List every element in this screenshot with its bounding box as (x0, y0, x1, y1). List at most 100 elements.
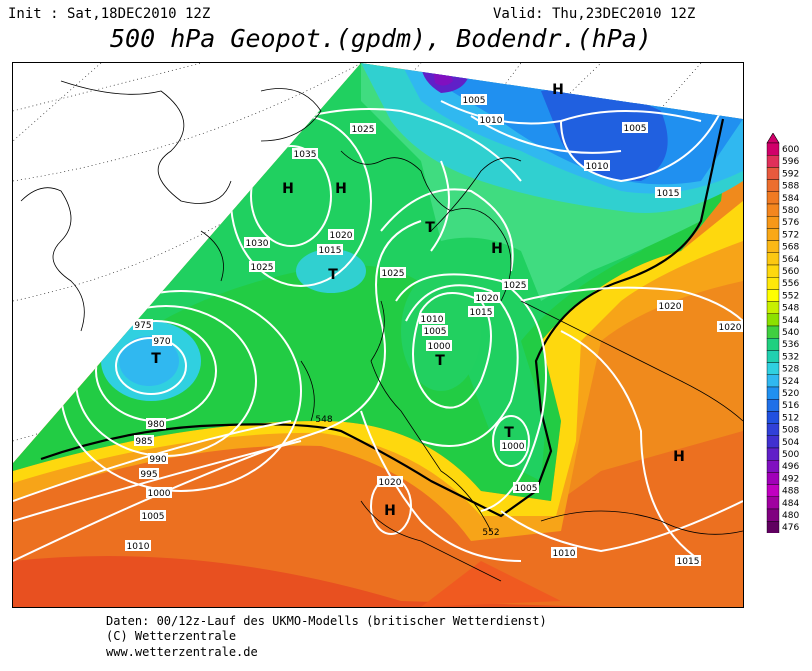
scale-label: 528 (782, 365, 799, 375)
isobar-label: 1015 (319, 246, 342, 256)
pressure-centers: H H H H H H T T T T T (151, 82, 685, 519)
isobar-label: 1020 (476, 294, 499, 304)
scale-label: 508 (782, 426, 799, 436)
isobar-label-bg (244, 237, 270, 248)
scale-label: 536 (782, 340, 799, 350)
scale-label: 488 (782, 487, 799, 497)
scale-label: 516 (782, 401, 799, 411)
scale-label: 480 (782, 511, 799, 521)
high-pressure-label: H (384, 503, 396, 519)
scale-label: 600 (782, 145, 799, 155)
isobar-label: 1005 (142, 512, 165, 522)
isobar-label: 1020 (719, 323, 742, 333)
scale-swatch (766, 399, 780, 412)
isobar-label: 1000 (148, 489, 171, 499)
contour-552 (40, 118, 725, 518)
scale-swatch (766, 508, 780, 522)
isobar-label: 552 (482, 528, 499, 538)
scale-swatch (766, 386, 780, 400)
scale-label: 556 (782, 279, 799, 289)
isobar-label-bg (350, 123, 376, 134)
isobar-label: 1035 (294, 150, 317, 160)
isobar-label-bg (377, 476, 403, 487)
scale-swatch (766, 289, 780, 302)
isobar-label-bg (474, 292, 500, 303)
isobar-label: 975 (134, 321, 151, 331)
scale-swatch (766, 435, 780, 449)
scale-label: 592 (782, 169, 799, 179)
isobar-label-bg (152, 335, 172, 346)
valid-time: Valid: Thu,23DEC2010 12Z (493, 6, 696, 22)
scale-swatch (766, 460, 780, 473)
scale-label: 520 (782, 389, 799, 399)
scale-label: 484 (782, 499, 799, 509)
isobar-label-bg (513, 482, 539, 493)
isobar-label: 970 (153, 337, 170, 347)
scale-swatch (766, 362, 780, 376)
isobar-label: 1005 (624, 124, 647, 134)
isobar-label: 1000 (502, 442, 525, 452)
isobar-label: 1020 (659, 302, 682, 312)
isobar-label: 1030 (246, 239, 269, 249)
isobar-label: 1010 (127, 542, 150, 552)
geopotential-field (13, 63, 743, 607)
isobar-label: 1010 (586, 162, 609, 172)
scale-swatch (766, 350, 780, 363)
isobar-label: 1020 (379, 478, 402, 488)
isobar-label: 1025 (251, 263, 274, 273)
scale-swatch (766, 325, 780, 339)
isobar-label-bg (461, 94, 487, 105)
isobar-label-bg (317, 244, 343, 255)
isobar-label-bg (146, 487, 172, 498)
isobar-label-bg (426, 340, 452, 351)
isobar-label: 1010 (421, 315, 444, 325)
low-pressure-label: T (504, 425, 514, 441)
isobar-label-bg (419, 313, 445, 324)
scale-label: 540 (782, 328, 799, 338)
scale-label: 492 (782, 474, 799, 484)
isobar-label-bg (502, 279, 528, 290)
isobar-label-bg (675, 555, 701, 566)
isobar-label: 1010 (553, 549, 576, 559)
isobar-label-bg (584, 160, 610, 171)
scale-swatch (766, 301, 780, 315)
scale-label: 496 (782, 462, 799, 472)
isobar-label-bg (500, 440, 526, 451)
scale-label: 500 (782, 450, 799, 460)
isobar-label: 1015 (677, 557, 700, 567)
scale-label: 588 (782, 182, 799, 192)
scale-label: 524 (782, 377, 799, 387)
scale-swatch (766, 313, 780, 327)
footer-url[interactable]: www.wetterzentrale.de (106, 645, 258, 659)
isobar-label: 1015 (470, 308, 493, 318)
isobar-label-bg (125, 540, 151, 551)
scale-swatch (766, 167, 780, 180)
scale-swatch (766, 276, 780, 290)
scale-swatch (766, 252, 780, 266)
scale-label: 568 (782, 243, 799, 253)
scale-swatch (766, 240, 780, 253)
scale-swatch (766, 496, 780, 510)
scale-label: 532 (782, 352, 799, 362)
isobar-label-bg (292, 148, 318, 159)
isobar-label-bg (380, 267, 406, 278)
scale-swatch (766, 447, 780, 461)
isobar-label-bg (140, 510, 166, 521)
isobar-label-bg (478, 114, 504, 125)
scale-swatch (766, 374, 780, 388)
scale-swatch (766, 411, 780, 424)
isobar-label: 1020 (330, 231, 353, 241)
isobar-label: 995 (140, 470, 157, 480)
isobar-label: 1005 (515, 484, 538, 494)
footer-data-source: Daten: 00/12z-Lauf des UKMO-Modells (bri… (106, 614, 547, 628)
isobar-label: 548 (315, 415, 332, 425)
scale-swatch (766, 191, 780, 205)
scale-top-arrow (766, 133, 780, 144)
scale-label: 560 (782, 267, 799, 277)
isobar-label-bg (655, 187, 681, 198)
scale-label: 512 (782, 413, 799, 423)
isobar-label: 990 (149, 455, 166, 465)
isobar-label: 1005 (424, 327, 447, 337)
isobar-labels: 1005 1010 1005 1010 1015 1025 1035 1030 1025 1020… (125, 94, 743, 567)
scale-swatch (766, 337, 780, 351)
